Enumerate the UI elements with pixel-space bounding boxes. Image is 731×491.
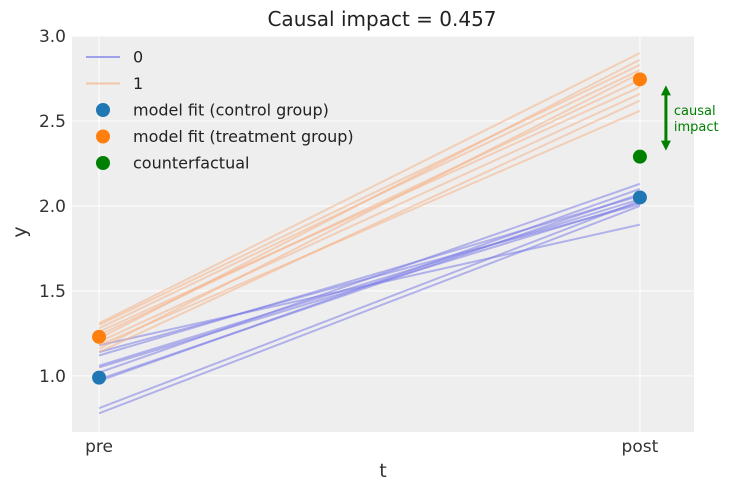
annotation-arrow-head-top <box>660 85 671 96</box>
y-tick-label: 2.0 <box>39 197 66 217</box>
treatment-series-line <box>98 72 641 350</box>
annotation-label-line1: causal <box>674 104 716 119</box>
legend: 0 1 model fit (control group) model fit (tr… <box>86 48 354 173</box>
control-series-line <box>98 182 641 374</box>
data-points <box>92 72 647 385</box>
control-fit-point <box>632 190 647 205</box>
legend-entry-treatment-fit-label: model fit (treatment group) <box>133 127 354 146</box>
treatment-fit-point <box>632 72 647 87</box>
treatment-series-line <box>98 52 641 325</box>
control-series-line <box>98 199 641 410</box>
y-tick-label: 3.0 <box>39 27 66 47</box>
annotation-arrow-head-bottom <box>660 140 671 151</box>
treatment-fit-point <box>92 329 107 344</box>
legend-entry-0-label: 0 <box>133 48 143 67</box>
control-series-line <box>98 205 641 415</box>
legend-entry-control-fit-swatch <box>96 103 110 117</box>
treatment-series-line <box>98 63 641 326</box>
y-axis-label: y <box>9 226 31 237</box>
legend-entry-1-label: 1 <box>133 74 143 93</box>
treatment-series-line <box>98 92 641 343</box>
y-tick-label: 1.5 <box>39 282 66 302</box>
y-tick-label: 2.5 <box>39 112 66 132</box>
annotation-label-line2: impact <box>674 120 719 135</box>
control-series-line <box>98 201 641 369</box>
plot-area <box>72 36 694 432</box>
x-axis-label: t <box>379 460 386 482</box>
x-tick-label: post <box>622 437 659 457</box>
series-lines <box>98 52 641 415</box>
legend-entry-treatment-fit-swatch <box>96 129 110 144</box>
treatment-series-line <box>98 109 641 347</box>
legend-entry-counterfactual-label: counterfactual <box>133 154 249 173</box>
x-tick-label: pre <box>85 437 113 457</box>
legend-entry-counterfactual-swatch <box>96 156 110 170</box>
chart-title: Causal impact = 0.457 <box>267 7 496 31</box>
y-tick-label: 1.0 <box>39 367 66 387</box>
legend-entry-control-fit-label: model fit (control group) <box>133 101 329 120</box>
treatment-series-line <box>98 99 641 354</box>
counterfactual-point <box>632 149 647 164</box>
control-series-line <box>98 198 641 367</box>
tick-labels: 1.0 1.5 2.0 2.5 3.0 pre post <box>39 27 659 457</box>
control-fit-point <box>92 370 107 385</box>
control-series-line <box>98 194 641 357</box>
treatment-series-line <box>98 86 641 333</box>
treatment-series-line <box>98 58 641 340</box>
